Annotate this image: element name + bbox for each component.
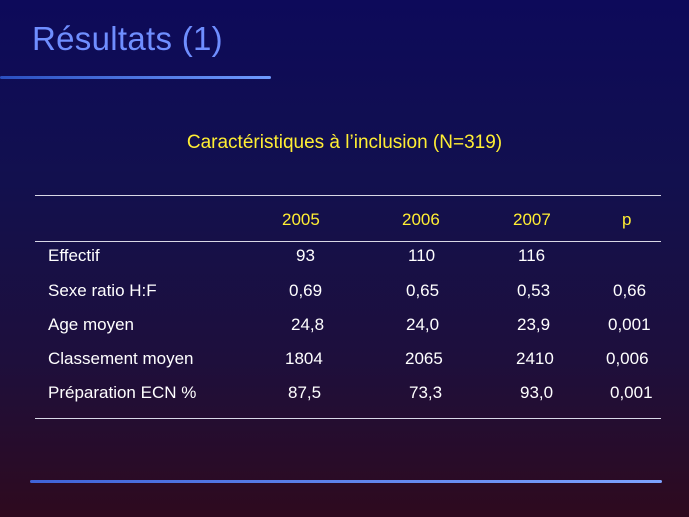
table-cell: 73,3 [409,383,443,402]
table-cell: 1804 [285,349,323,368]
table-bottom-rule [35,418,661,419]
table-cell: 2065 [405,349,443,368]
column-header-2007: 2007 [513,210,551,229]
table-cell: 0,69 [289,281,323,300]
column-header-p: p [622,210,632,229]
table-cell: 24,8 [291,315,325,334]
title-underline [0,76,271,79]
table-cell: 93 [296,246,315,265]
table-cell: 0,001 [608,315,651,334]
slide-title: Résultats (1) [32,20,223,57]
table-cell: 0,66 [613,281,647,300]
footer-rule [30,480,662,483]
table-cell: 93,0 [520,383,554,402]
table-header-rule [35,241,661,242]
table-cell: 87,5 [288,383,322,402]
column-header-2005: 2005 [282,210,320,229]
row-label-classement-moyen: Classement moyen [48,349,194,368]
table-cell: 0,53 [517,281,551,300]
row-label-sexe-ratio: Sexe ratio H:F [48,281,157,300]
table-cell: 2410 [516,349,554,368]
table-cell: 24,0 [406,315,440,334]
table-top-rule [35,195,661,196]
slide-subtitle: Caractéristiques à l’inclusion (N=319) [186,132,503,153]
table-cell: 110 [408,246,436,265]
row-label-effectif: Effectif [48,246,100,265]
table-cell: 116 [518,246,546,265]
table-cell: 0,006 [606,349,649,368]
row-label-preparation-ecn: Préparation ECN % [48,383,197,402]
table-cell: 0,001 [610,383,653,402]
column-header-2006: 2006 [402,210,440,229]
row-label-age-moyen: Age moyen [48,315,134,334]
table-cell: 0,65 [406,281,440,300]
table-cell: 23,9 [517,315,551,334]
